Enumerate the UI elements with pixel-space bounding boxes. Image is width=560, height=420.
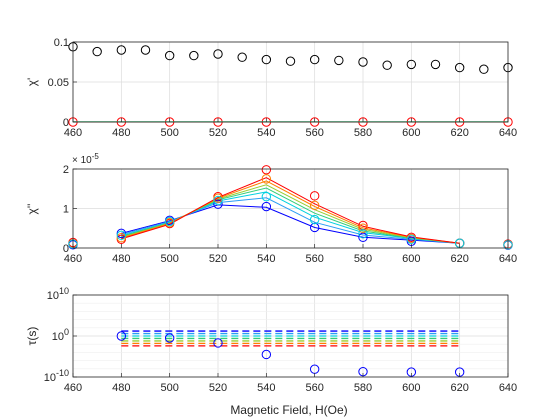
data-point [261,201,272,212]
x-tick-label: 460 [64,127,82,139]
chi-prime-y-label: χ' [25,78,39,87]
data-point [430,59,441,70]
chi-prime-plot: 460 480 500 520 540 560 580 600 620 640 00.050.1 … [25,37,517,139]
x-tick-label: 540 [257,127,275,139]
y-tick-label: 0.1 [54,37,69,49]
data-point [189,50,199,61]
chi-double-prime-y-label: χ'' [25,204,39,215]
x-tick-label: 540 [257,253,275,265]
data-point [358,232,368,243]
x-tick-label: 460 [64,253,82,265]
x-tick-label: 600 [402,127,420,139]
chi-double-prime-exponent: × 10-5 [72,152,99,166]
x-tick-label: 580 [354,253,372,265]
data-point [358,57,368,67]
x-tick-label: 520 [209,127,227,139]
x-tick-label: 560 [305,253,323,265]
data-point [479,64,489,74]
x-tick-label: 580 [354,382,372,394]
data-point [285,56,296,66]
x-tick-label: 620 [450,382,468,394]
x-tick-label: 500 [160,382,178,394]
data-point [358,223,368,233]
data-point [358,229,368,239]
chi-prime-y-ticks: 0 0.05 0.1 [48,37,77,129]
data-point [213,49,223,59]
x-tick-label: 480 [112,253,130,265]
x-tick-label: 520 [209,253,227,265]
data-point [164,216,175,227]
x-tick-label: 640 [499,127,517,139]
data-point [309,54,320,65]
chi-prime-x-ticks: 460 480 500 520 540 560 580 600 620 640 [64,118,517,139]
chi-prime-data [68,42,513,127]
data-point [382,60,392,70]
tau-y-ticks: 10-10 100 1010 [44,286,77,384]
x-tick-label: 640 [499,382,517,394]
data-point [213,195,223,206]
x-tick-label: 580 [354,127,372,139]
x-tick-label: 560 [305,382,323,394]
y-tick-label: 10-10 [44,368,69,384]
y-tick-label: 1 [63,204,69,216]
data-point [261,165,272,175]
chi-double-prime-grid [72,168,509,249]
data-point [213,193,223,203]
data-point [406,234,417,245]
y-tick-label: 0 [63,243,69,255]
chi-double-prime-y-ticks: 0 1 2 [63,164,77,255]
y-tick-label: 1010 [47,286,69,302]
x-tick-label: 460 [64,382,82,394]
tau-plot: 460 480 500 520 540 560 580 600 620 640 10-101001… [25,286,517,394]
x-tick-label: 640 [499,253,517,265]
data-point [116,331,127,341]
x-tick-label: 560 [305,127,323,139]
y-tick-label: 0 [63,117,69,129]
x-tick-label: 500 [160,253,178,265]
data-point [213,338,223,348]
x-tick-label: 500 [160,127,178,139]
data-point [237,52,247,62]
tau-y-label: τ(s) [25,327,39,346]
y-tick-label: 2 [63,164,69,176]
data-point [261,349,272,360]
data-point [164,333,175,343]
data-point [164,50,175,61]
data-point [116,233,127,243]
data-point [334,55,344,66]
data-point [213,199,223,209]
data-point [454,62,465,73]
data-point [261,174,272,184]
x-tick-label: 620 [450,127,468,139]
y-tick-label: 100 [52,327,69,343]
x-tick-label: 600 [402,382,420,394]
x-axis-label: Magnetic Field, H(Oe) [230,403,347,417]
data-point [309,191,320,201]
tau-x-ticks: 460 480 500 520 540 560 580 600 620 640 [64,373,517,394]
chi-prime-grid [72,41,509,123]
data-point [140,45,151,55]
x-tick-label: 520 [209,382,227,394]
data-point [116,230,127,241]
x-tick-label: 620 [450,253,468,265]
data-point [309,200,320,211]
data-point [116,45,127,55]
x-tick-label: 480 [112,127,130,139]
x-tick-label: 480 [112,382,130,394]
chi-double-prime-x-ticks: 460 480 500 520 540 560 580 600 620 640 [64,244,517,265]
data-point [261,54,272,65]
data-point [261,191,272,202]
x-tick-label: 540 [257,382,275,394]
series-line [121,177,460,244]
data-point [92,46,102,57]
data-point [309,214,320,225]
chi-double-prime-data [68,165,513,250]
data-point [406,59,417,70]
chi-double-prime-plot: 460 480 500 520 540 560 580 600 620 640 0 1 2 χ'' ×… [25,152,517,265]
tau-data [116,330,465,377]
y-tick-label: 0.05 [48,77,69,89]
x-tick-label: 600 [402,253,420,265]
